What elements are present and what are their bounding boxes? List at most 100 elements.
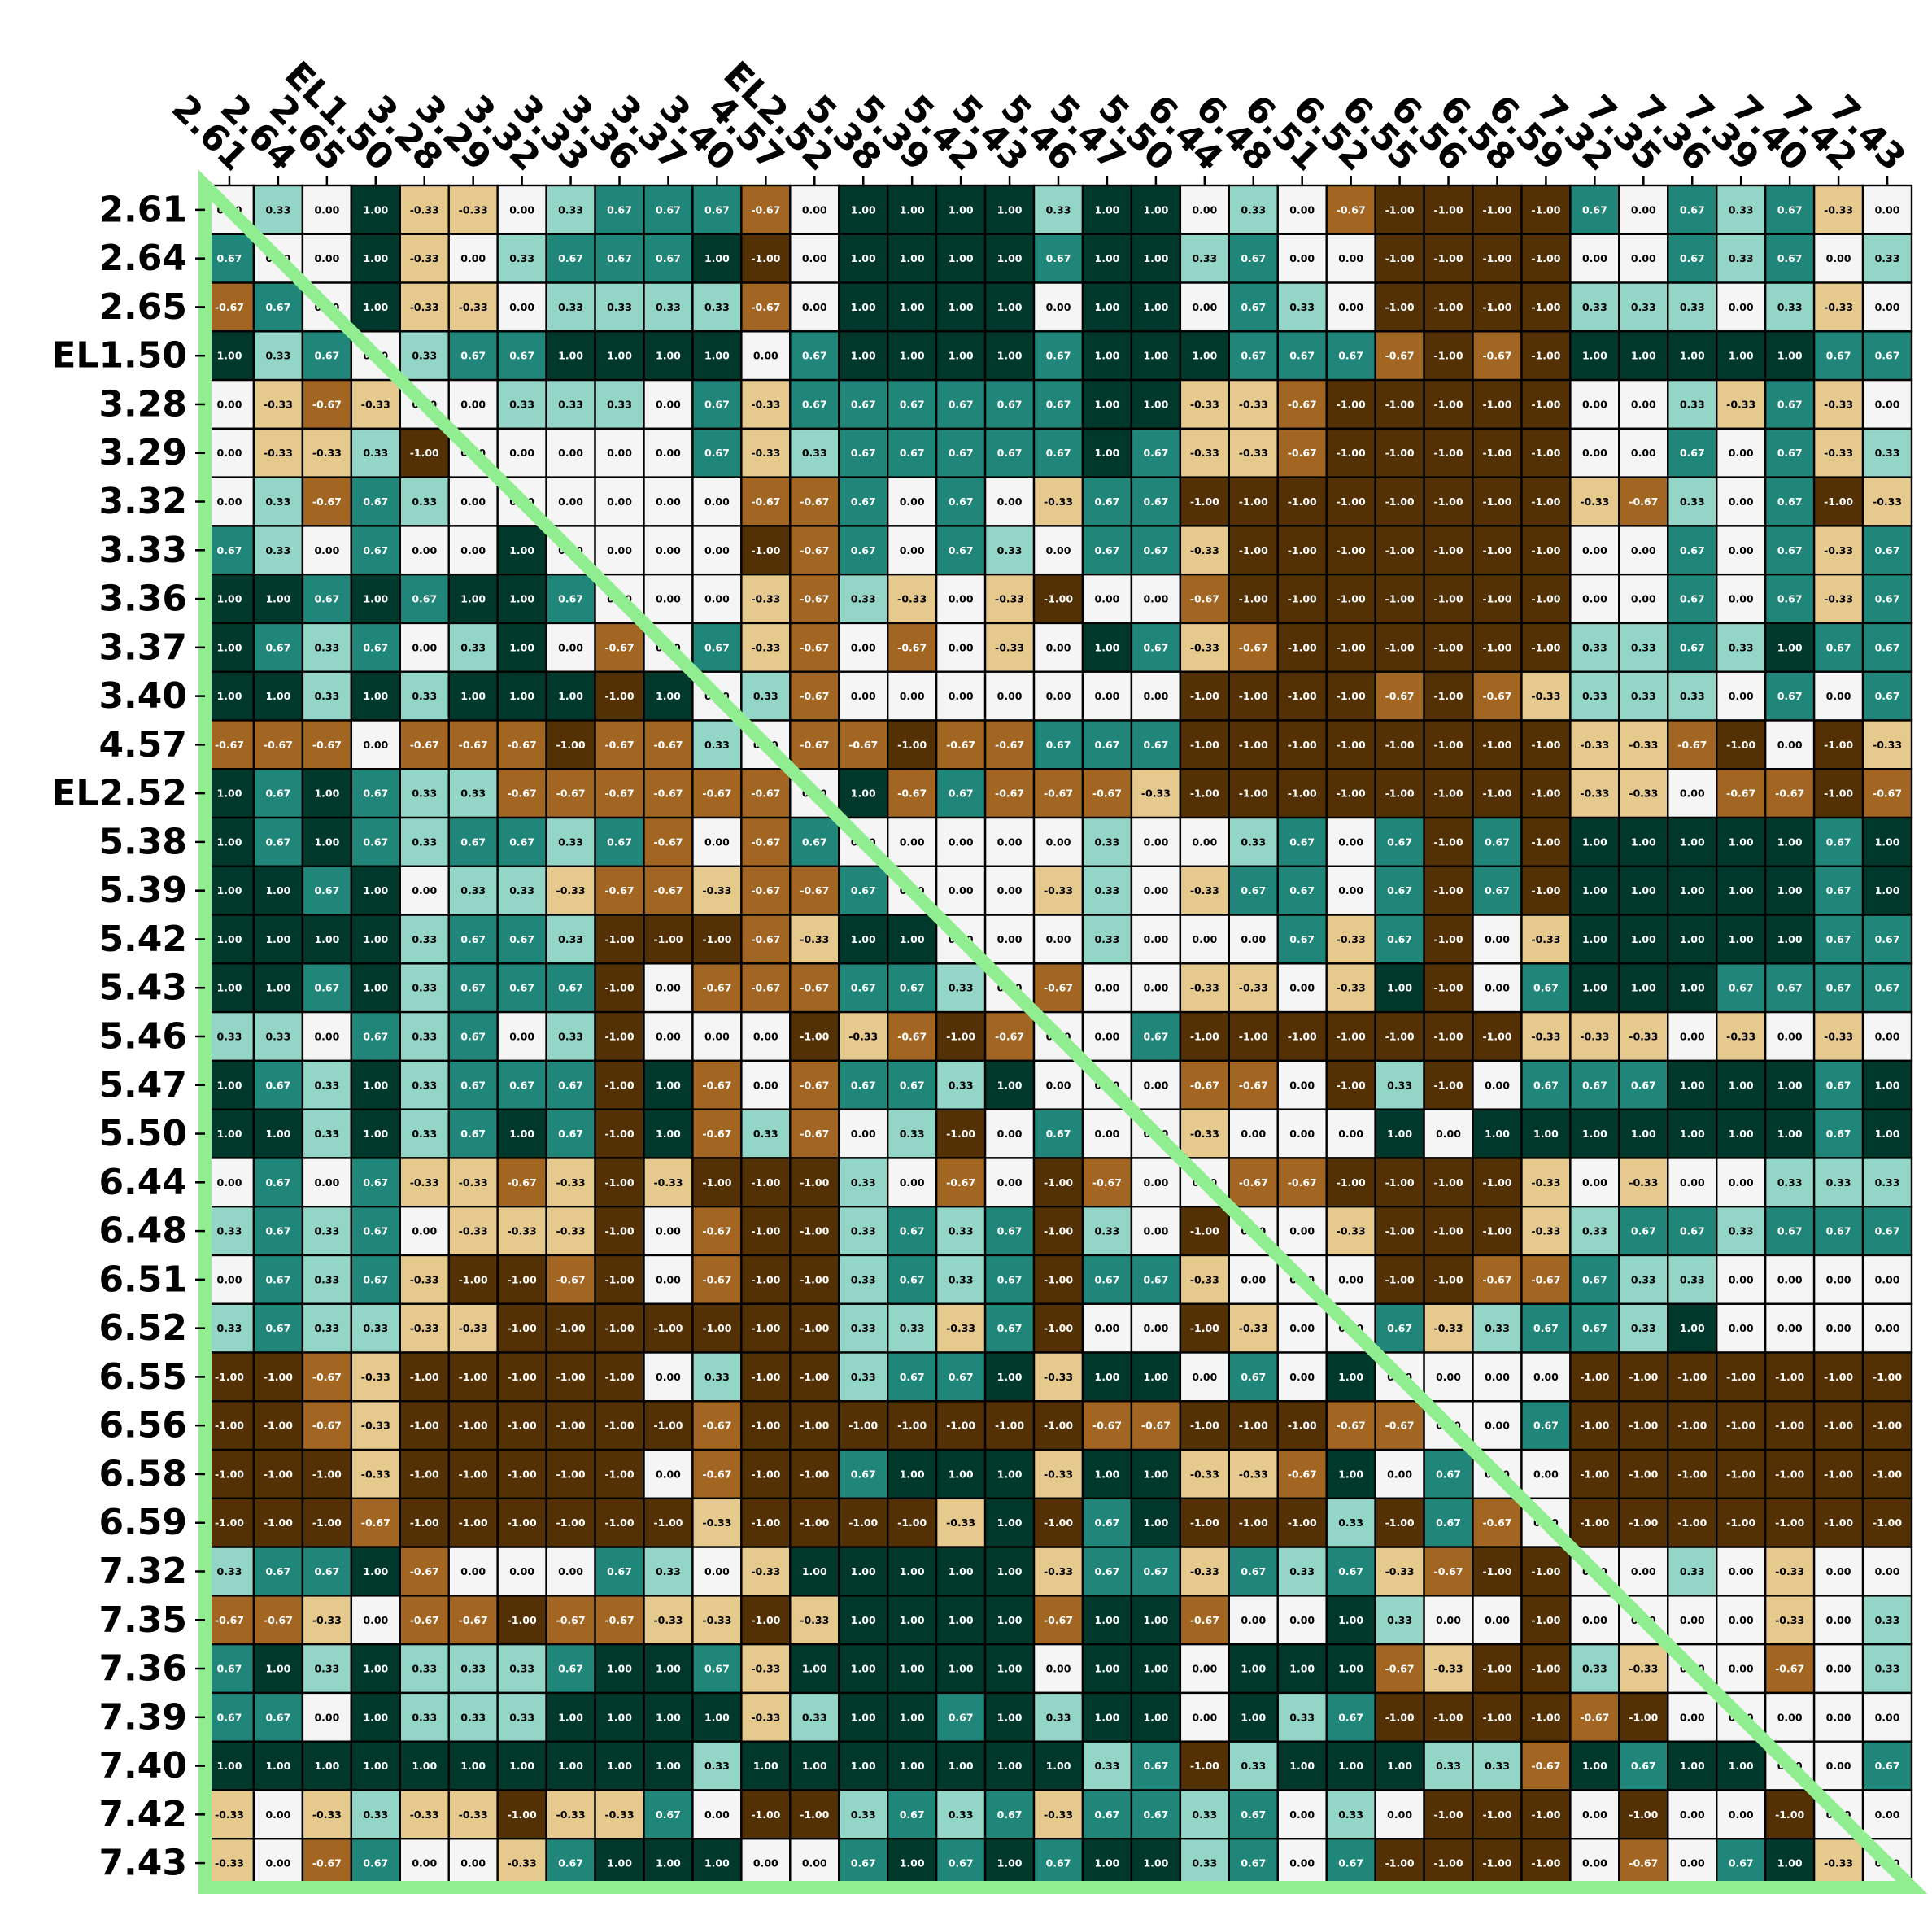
cell-value-label: 0.00: [1826, 1273, 1851, 1285]
cell-value-label: -0.33: [1873, 495, 1902, 508]
cell-value-label: 0.00: [217, 447, 242, 459]
cell-value-label: 1.00: [704, 1857, 730, 1870]
cell-value-label: 0.00: [1436, 1614, 1461, 1626]
cell-value-label: 0.00: [1046, 836, 1071, 848]
heatmap-cell: [643, 233, 694, 284]
cell-value-label: 0.67: [1046, 739, 1071, 751]
cell-value-label: 1.00: [656, 1760, 681, 1772]
cell-value-label: 1.00: [1875, 884, 1900, 897]
heatmap-cell: [1667, 378, 1718, 430]
cell-value-label: -0.67: [800, 884, 829, 897]
cell-value-label: -1.00: [604, 1031, 634, 1043]
cell-value-label: 1.00: [1582, 933, 1607, 945]
cell-value-label: -1.00: [1385, 1273, 1415, 1285]
cell-value-label: 0.67: [217, 1663, 242, 1675]
cell-value-label: 1.00: [1095, 203, 1120, 216]
cell-value-label: 0.00: [314, 1711, 339, 1723]
cell-value-label: -1.00: [604, 1079, 634, 1091]
heatmap-cell: [691, 330, 743, 382]
cell-value-label: 0.33: [314, 1079, 339, 1091]
cell-value-label: 0.00: [1192, 1711, 1217, 1723]
cell-value-label: 0.33: [314, 1225, 339, 1237]
cell-value-label: -1.00: [410, 1371, 439, 1383]
cell-value-label: -0.67: [1288, 1176, 1317, 1189]
cell-value-label: -0.33: [995, 593, 1024, 605]
cell-value-label: 0.33: [949, 1273, 974, 1285]
cell-value-label: -0.67: [800, 495, 829, 508]
cell-value-label: 0.67: [363, 641, 388, 653]
cell-value-label: -1.00: [1434, 447, 1463, 459]
cell-value-label: -0.67: [556, 788, 586, 800]
heatmap-cell: [350, 378, 401, 430]
cell-value-label: -0.33: [215, 1808, 244, 1821]
cell-value-label: -0.67: [800, 544, 829, 556]
cell-value-label: -0.33: [264, 447, 293, 459]
cell-value-label: -1.00: [312, 1468, 342, 1480]
cell-value-label: 0.67: [656, 203, 681, 216]
cell-value-label: -1.00: [1044, 593, 1073, 605]
cell-value-label: 0.67: [1289, 884, 1315, 897]
cell-value-label: 0.00: [997, 690, 1023, 702]
cell-value-label: 1.00: [509, 690, 534, 702]
heatmap-cell: [399, 427, 450, 478]
cell-value-label: -1.00: [1434, 544, 1463, 556]
cell-value-label: 0.67: [1826, 982, 1851, 994]
cell-value-label: 0.33: [1777, 301, 1803, 313]
cell-value-label: 1.00: [363, 690, 388, 702]
y-tick-label: 7.36: [98, 1648, 187, 1690]
cell-value-label: 0.33: [314, 641, 339, 653]
cell-value-label: -1.00: [1044, 1322, 1073, 1334]
cell-value-label: -1.00: [800, 1322, 829, 1334]
cell-value-label: 0.00: [1485, 1079, 1510, 1091]
cell-value-label: 0.67: [1631, 1225, 1656, 1237]
cell-value-label: 0.33: [802, 1711, 827, 1723]
cell-value-label: 0.33: [1095, 836, 1120, 848]
cell-value-label: 1.00: [1387, 1128, 1412, 1140]
cell-value-label: -0.33: [1337, 982, 1366, 994]
cell-value-label: 1.00: [1241, 1663, 1266, 1675]
cell-value-label: 1.00: [1777, 1079, 1803, 1091]
cell-value-label: 0.00: [607, 495, 632, 508]
cell-value-label: -0.33: [800, 933, 829, 945]
cell-value-label: 0.00: [1143, 884, 1168, 897]
cell-value-label: -0.33: [410, 1176, 439, 1189]
cell-value-label: -0.33: [751, 593, 780, 605]
cell-value-label: 1.00: [1143, 203, 1168, 216]
cell-value-label: 0.33: [412, 1079, 437, 1091]
cell-value-label: 0.67: [997, 1322, 1023, 1334]
cell-value-label: 1.00: [851, 252, 876, 264]
cell-value-label: 0.67: [851, 1857, 876, 1870]
cell-value-label: 0.67: [1729, 982, 1754, 994]
cell-value-label: -1.00: [1434, 1857, 1463, 1870]
x-axis-ticks: 2.612.642.65EL1.503.283.293.323.333.363.…: [164, 54, 1913, 185]
cell-value-label: 1.00: [217, 350, 242, 362]
cell-value-label: 0.00: [460, 1857, 486, 1870]
cell-value-label: -0.33: [1531, 1176, 1560, 1189]
heatmap-cell: [252, 330, 304, 382]
cell-value-label: -0.67: [702, 1420, 731, 1432]
cell-value-label: -1.00: [946, 1420, 975, 1432]
cell-value-label: -0.67: [946, 1176, 975, 1189]
cell-value-label: -1.00: [508, 1322, 537, 1334]
y-tick-label: 2.64: [98, 238, 187, 279]
cell-value-label: -0.67: [508, 788, 537, 800]
cell-value-label: -1.00: [1190, 1420, 1219, 1432]
cell-value-label: 0.67: [1338, 350, 1363, 362]
cell-value-label: 1.00: [314, 1760, 339, 1772]
cell-value-label: 1.00: [900, 1468, 925, 1480]
cell-value-label: 1.00: [1631, 884, 1656, 897]
cell-value-label: 0.33: [217, 1322, 242, 1334]
cell-value-label: -1.00: [1385, 1516, 1415, 1529]
cell-value-label: 0.33: [1046, 203, 1071, 216]
cell-value-label: 0.67: [1241, 1857, 1266, 1870]
cell-value-label: 0.33: [851, 1808, 876, 1821]
cell-value-label: 0.67: [1241, 884, 1266, 897]
cell-value-label: -0.67: [1385, 1663, 1415, 1675]
cell-value-label: 0.33: [558, 203, 583, 216]
cell-value-label: 0.00: [656, 544, 681, 556]
cell-value-label: 0.00: [900, 495, 925, 508]
cell-value-label: 0.00: [1729, 1565, 1754, 1577]
cell-value-label: 0.33: [460, 1663, 486, 1675]
cell-value-label: 0.00: [1729, 544, 1754, 556]
cell-value-label: -1.00: [1288, 593, 1317, 605]
